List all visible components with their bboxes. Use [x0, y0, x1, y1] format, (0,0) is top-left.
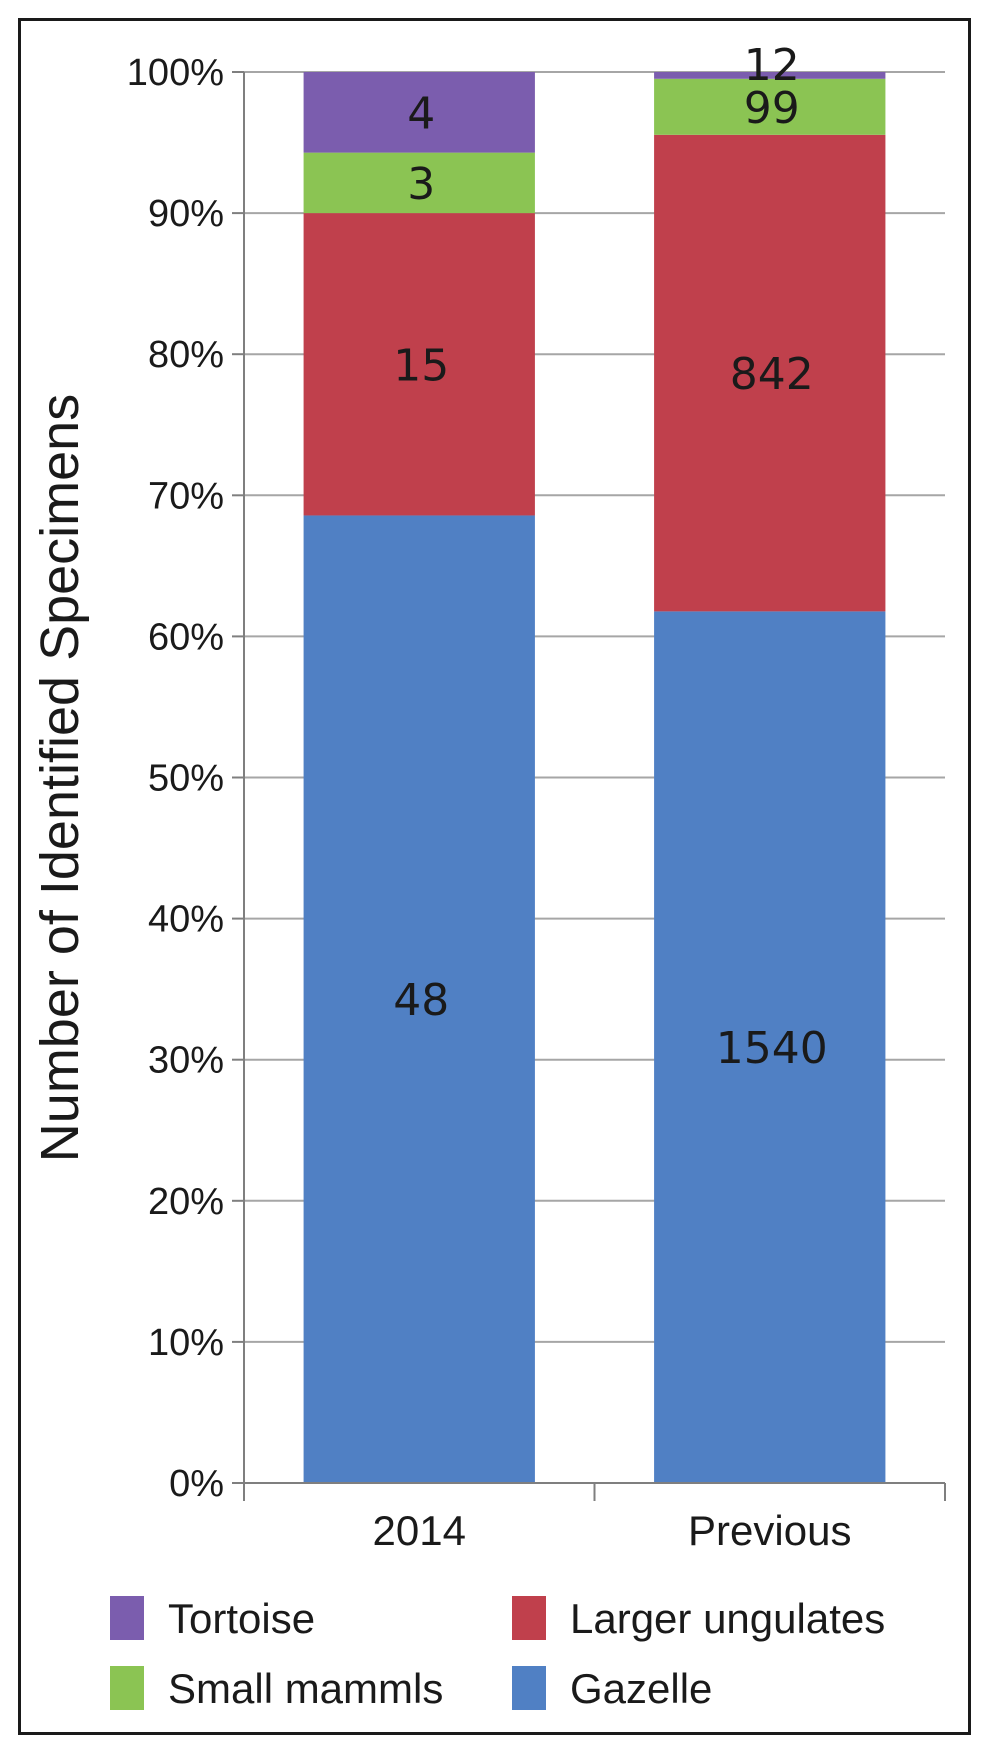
y-tick-label: 30% — [148, 1040, 224, 1082]
bar-segment — [654, 78, 886, 135]
legend-label: Small mammls — [168, 1665, 443, 1712]
bar-segment — [654, 72, 886, 79]
bar-segment — [303, 152, 535, 214]
data-label: 3 — [407, 159, 435, 210]
data-label: 12 — [744, 40, 800, 91]
bar-segment — [303, 213, 535, 516]
legend-label: Larger ungulates — [570, 1595, 885, 1642]
legend-swatch — [110, 1596, 144, 1640]
data-label: 99 — [744, 83, 800, 134]
y-tick-label: 20% — [148, 1181, 224, 1223]
y-tick-label: 80% — [148, 334, 224, 376]
legend-swatch — [512, 1596, 546, 1640]
legend: Tortoise Larger ungulates Small mammls Gaze… — [110, 1595, 885, 1712]
y-tick-label: 50% — [148, 758, 224, 800]
legend-swatch — [512, 1666, 546, 1710]
y-tick-label: 40% — [148, 899, 224, 941]
bar-segment — [654, 611, 886, 1483]
y-tick-label: 0% — [169, 1463, 224, 1505]
data-label: 15 — [393, 340, 449, 391]
legend-label: Tortoise — [168, 1595, 315, 1642]
legend-label: Gazelle — [570, 1665, 712, 1712]
y-tick-label: 100% — [127, 52, 224, 94]
bar-segment — [303, 515, 535, 1483]
y-tick-label: 90% — [148, 193, 224, 235]
data-label: 4 — [407, 88, 435, 139]
data-label: 48 — [393, 975, 449, 1026]
x-tick-label: Previous — [688, 1507, 851, 1554]
data-label: 1540 — [716, 1023, 828, 1074]
bar-segment — [654, 134, 886, 612]
legend-swatch — [110, 1666, 144, 1710]
y-tick-label: 10% — [148, 1322, 224, 1364]
x-tick-label: 2014 — [373, 1507, 466, 1554]
y-tick-label: 60% — [148, 616, 224, 658]
data-label: 842 — [730, 349, 814, 400]
y-axis-label: Number of Identified Specimens — [30, 394, 90, 1162]
axes: 0% 10% 20% 30% 40% 50% 60% 70% 80% 90% 100% 2014 Pre… — [127, 52, 946, 1554]
y-tick-label: 70% — [148, 475, 224, 517]
bar-segment — [303, 72, 535, 153]
